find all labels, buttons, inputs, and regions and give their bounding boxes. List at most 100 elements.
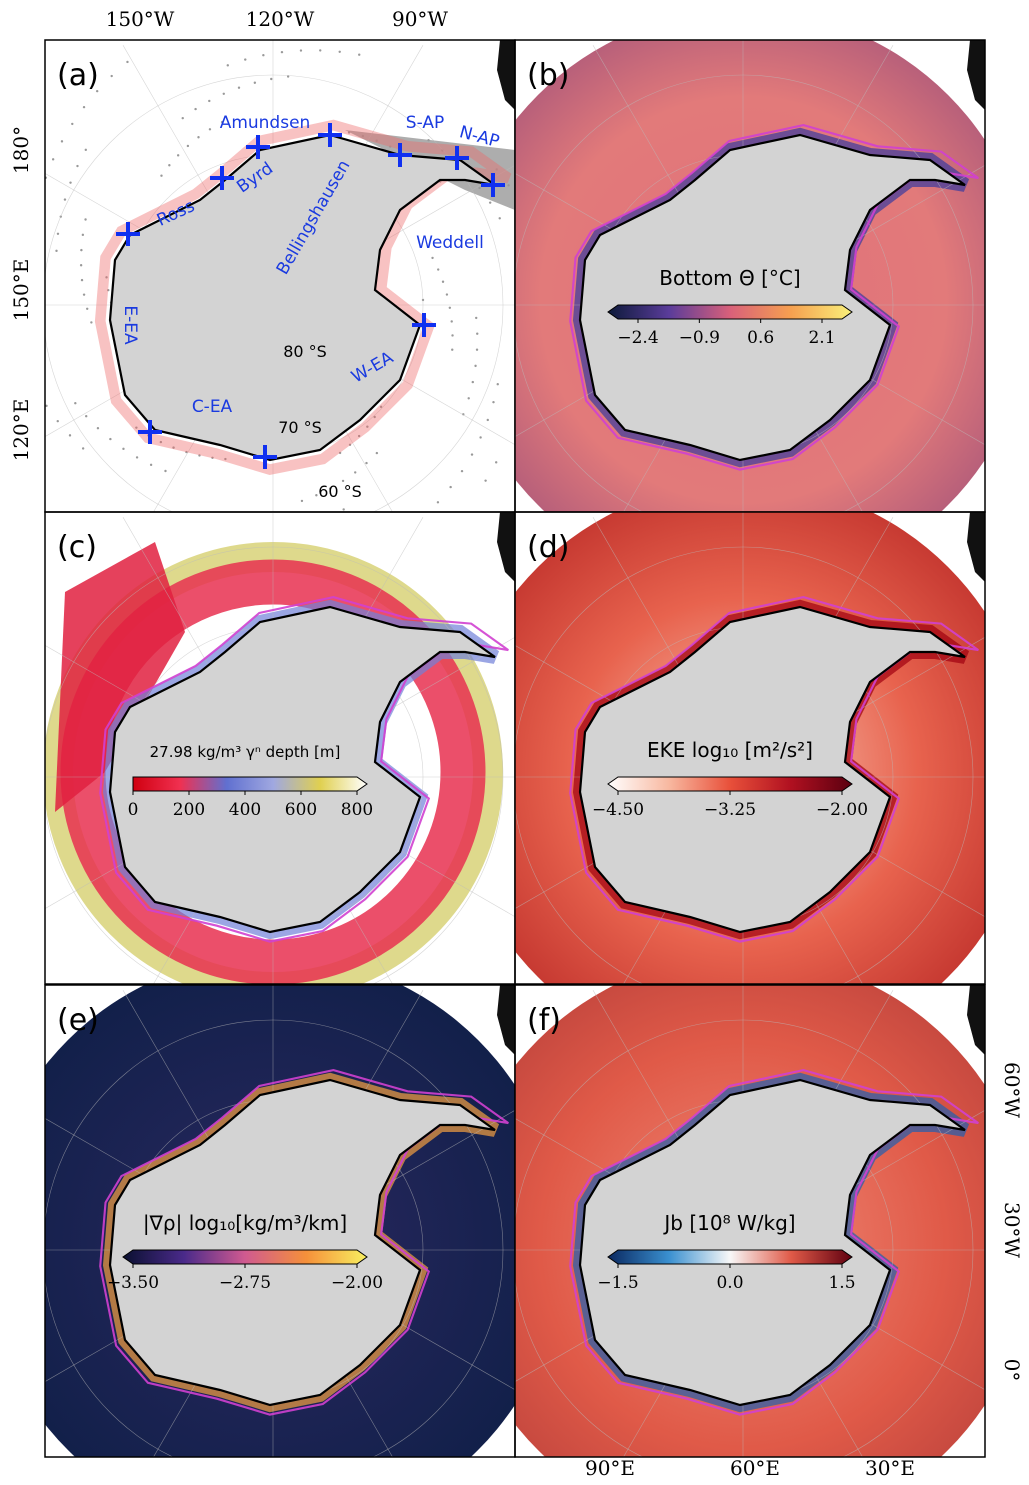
bathymetry-dot [85, 415, 87, 417]
bathymetry-dot [354, 471, 356, 473]
colorbar-tick-label: −3.50 [107, 1273, 159, 1293]
bathymetry-dot [449, 307, 451, 309]
bathymetry-dot [479, 436, 481, 438]
bathymetry-dot [442, 281, 444, 283]
colorbar-title: EKE log₁₀ [m²/s²] [647, 738, 813, 762]
bathymetry-dot [61, 140, 63, 142]
bathymetry-dot [260, 534, 262, 536]
bathymetry-dot [82, 234, 84, 236]
bathymetry-dot [472, 381, 474, 383]
bathymetry-dot [223, 536, 225, 538]
bathymetry-dot [492, 401, 494, 403]
bathymetry-dot [449, 486, 451, 488]
bathymetry-dot [57, 420, 59, 422]
bathymetry-dot [254, 82, 256, 84]
bathymetry-dot [136, 456, 138, 458]
bathymetry-dot [358, 54, 360, 56]
africa-tip [967, 512, 985, 582]
bathymetry-dot [241, 536, 243, 538]
bottom-lon-label: 30°E [865, 1456, 915, 1480]
colorbar-title: Jb [10⁸ W/kg] [662, 1211, 795, 1235]
bathymetry-dot [468, 397, 470, 399]
bathymetry-dot [495, 461, 497, 463]
bathymetry-dot [83, 106, 85, 108]
bathymetry-dot [487, 419, 489, 421]
bathymetry-dot [187, 145, 189, 147]
bottom-lon-label: 90°E [585, 1456, 635, 1480]
colorbar [133, 777, 367, 791]
bathymetry-dot [376, 452, 378, 454]
africa-tip [497, 985, 515, 1055]
bathymetry-dot [165, 552, 167, 554]
colorbar-tick-label: −2.00 [331, 1273, 383, 1293]
bathymetry-dot [90, 321, 92, 323]
bathymetry-dot [437, 268, 439, 270]
colorbar-tick-label: −0.9 [679, 328, 720, 348]
colorbar-tick-label: 2.1 [808, 328, 835, 348]
bathymetry-dot [489, 201, 491, 203]
colorbar-title: |∇ρ| log₁₀[kg/m³/km] [143, 1211, 347, 1235]
bathymetry-dot [26, 371, 28, 373]
panel-label: (e) [57, 1003, 99, 1038]
bathymetry-dot [270, 78, 272, 80]
bathymetry-dot [301, 500, 303, 502]
bathymetry-dot [484, 479, 486, 481]
bathymetry-dot [19, 353, 21, 355]
bathymetry-dot [69, 181, 71, 183]
colorbar [608, 305, 852, 319]
region-label: Weddell [416, 233, 484, 253]
bathymetry-dot [342, 508, 344, 510]
bathymetry-dot [327, 516, 329, 518]
bathymetry-dot [244, 58, 246, 60]
bathymetry-dot [365, 462, 367, 464]
bathymetry-dot [80, 249, 82, 251]
bathymetry-dot [126, 61, 128, 63]
bathymetry-dot [319, 49, 321, 51]
panel: (e)|∇ρ| log₁₀[kg/m³/km]−3.50−2.75−2.00 [0, 950, 573, 1485]
bathymetry-dot [475, 317, 477, 319]
panel-label: (c) [57, 530, 97, 565]
panel: (a) [0, 5, 573, 605]
colorbar-tick-label: 400 [229, 800, 261, 820]
figure: (a)(b)Bottom Θ [°C]−2.4−0.90.62.1(c)27.9… [0, 0, 1029, 1485]
bathymetry-dot [84, 218, 86, 220]
bathymetry-dot [86, 308, 88, 310]
bathymetry-dot [315, 24, 317, 26]
bathymetry-dot [69, 434, 71, 436]
bathymetry-dot [451, 348, 453, 350]
bathymetry-dot [122, 448, 124, 450]
bathymetry-dot [109, 438, 111, 440]
bathymetry-dot [110, 75, 112, 77]
bathymetry-dot [277, 532, 279, 534]
bathymetry-dot [55, 250, 57, 252]
bathymetry-dot [209, 128, 211, 130]
right-lon-label: 60°W [1000, 1062, 1024, 1118]
bathymetry-dot [461, 470, 463, 472]
colorbar-tick-label: 600 [285, 800, 317, 820]
bathymetry-dot [223, 93, 225, 95]
colorbar-tick-label: 1.5 [828, 1273, 855, 1293]
bathymetry-dot [82, 447, 84, 449]
bathymetry-dot [227, 64, 229, 66]
colorbar-tick-label: −4.50 [592, 800, 644, 820]
bathymetry-dot [474, 365, 476, 367]
region-label: S-AP [406, 113, 444, 133]
colorbar-tick-label: 0.6 [747, 328, 774, 348]
right-lon-label: 30°W [1000, 1202, 1024, 1258]
panel-label: (b) [527, 58, 569, 93]
region-label: Amundsen [220, 113, 311, 133]
bathymetry-dot [295, 528, 297, 530]
bathymetry-dot [437, 501, 439, 503]
bathymetry-dot [476, 349, 478, 351]
latitude-label: 60 °S [318, 482, 362, 501]
bathymetry-dot [81, 279, 83, 281]
bathymetry-dot [446, 293, 448, 295]
colorbar-title: Bottom Θ [°C] [659, 266, 800, 290]
bathymetry-dot [499, 217, 501, 219]
colorbar-tick-label: −2.4 [617, 328, 658, 348]
latitude-label: 80 °S [283, 342, 327, 361]
panel-content [0, 5, 573, 605]
africa-tip [967, 985, 985, 1055]
bathymetry-dot [300, 49, 302, 51]
bathymetry-dot [451, 320, 453, 322]
